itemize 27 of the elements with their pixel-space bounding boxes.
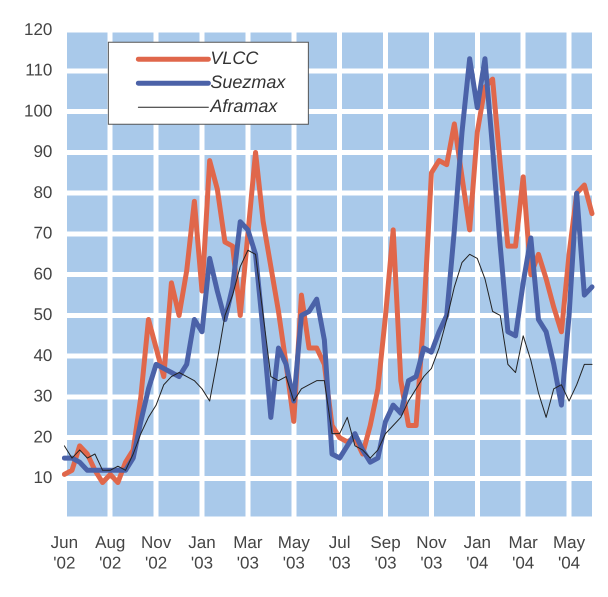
x-tick-label: Jul '03: [328, 533, 351, 572]
y-tick-label: 80: [33, 182, 52, 202]
y-tick-label: 30: [33, 386, 52, 406]
x-tick-label: May '04: [552, 533, 586, 572]
y-tick-label: 120: [24, 20, 52, 39]
legend-label: Suezmax: [210, 72, 286, 92]
y-tick-label: 40: [33, 346, 52, 365]
x-tick-label: Nov '03: [416, 533, 448, 572]
x-tick-label: Mar '03: [233, 533, 263, 572]
x-tick-label: Mar '04: [508, 533, 538, 572]
x-tick-label: May '03: [278, 533, 310, 572]
x-tick-label: Jan '03: [188, 533, 216, 572]
y-tick-label: 100: [24, 101, 52, 120]
x-tick-label: Sep '03: [370, 533, 401, 572]
y-tick-label: 10: [33, 468, 52, 488]
y-tick-label: 20: [33, 427, 52, 446]
y-tick-label: 60: [33, 264, 52, 284]
y-tick-label: 90: [33, 142, 52, 162]
legend-label: VLCC: [210, 48, 260, 68]
legend-label: Aframax: [209, 96, 278, 116]
x-tick-label: Aug '02: [95, 533, 126, 572]
y-tick-label: 70: [33, 224, 52, 243]
x-tick-label: Nov '02: [141, 533, 172, 572]
x-tick-label: Jun '02: [50, 533, 78, 572]
y-tick-label: 50: [33, 305, 52, 324]
y-tick-label: 110: [25, 60, 52, 80]
x-tick-label: Jan '04: [464, 533, 492, 572]
